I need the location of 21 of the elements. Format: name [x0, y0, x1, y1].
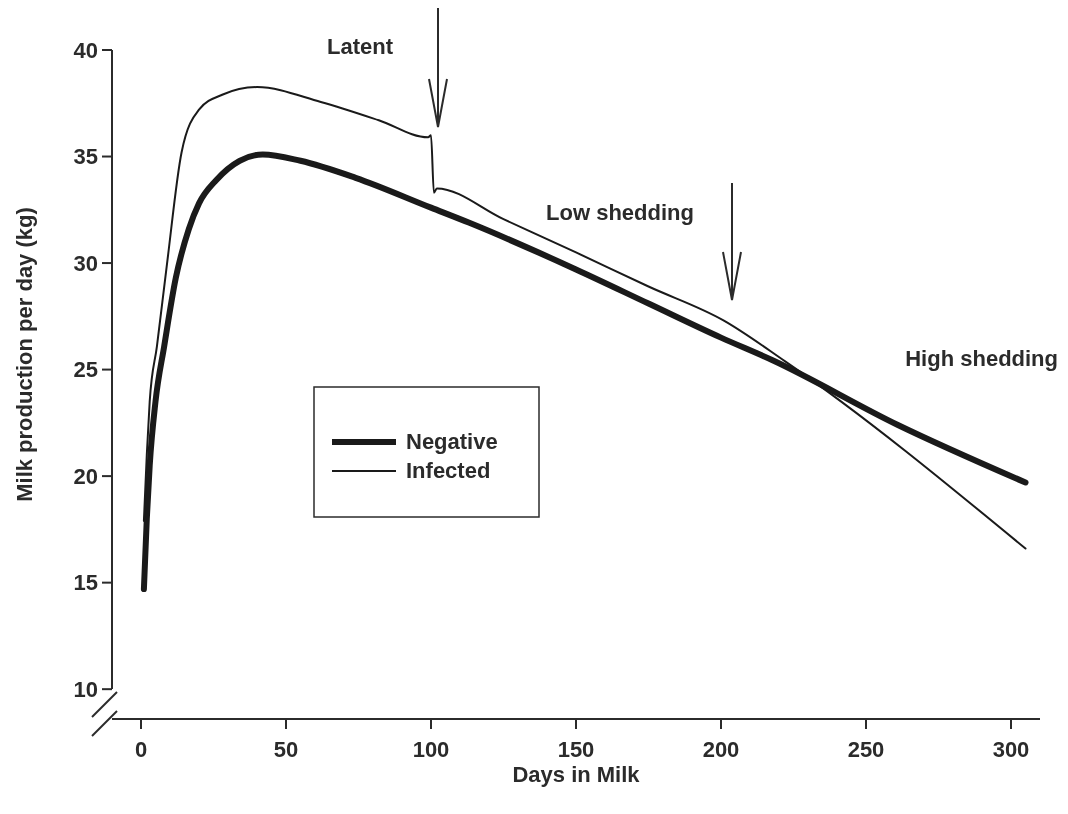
x-tick-label: 0	[134, 737, 148, 762]
x-tick-label: 200	[702, 737, 740, 762]
y-tick-label: 40	[73, 37, 98, 63]
x-tick-label: 250	[847, 737, 885, 762]
x-axis-title: Days in Milk	[512, 762, 641, 787]
y-axis-title: Milk production per day (kg)	[12, 207, 37, 502]
y-tick-label: 30	[73, 250, 98, 276]
y-tick-label: 10	[73, 676, 98, 702]
x-tick-label: 100	[412, 737, 450, 762]
legend-label: Negative	[406, 429, 498, 454]
x-tick-label: 150	[557, 737, 595, 762]
x-tick-label: 300	[992, 737, 1030, 762]
x-tick-label: 50	[273, 737, 299, 762]
legend-label: Infected	[406, 458, 491, 483]
y-tick-label: 35	[73, 144, 98, 170]
y-tick-label: 20	[73, 463, 98, 489]
annotation: Latent	[327, 34, 394, 59]
y-tick-label: 25	[73, 357, 98, 383]
annotation: Low shedding	[546, 200, 694, 225]
annotation: High shedding	[905, 346, 1058, 371]
y-tick-label: 15	[73, 570, 98, 596]
